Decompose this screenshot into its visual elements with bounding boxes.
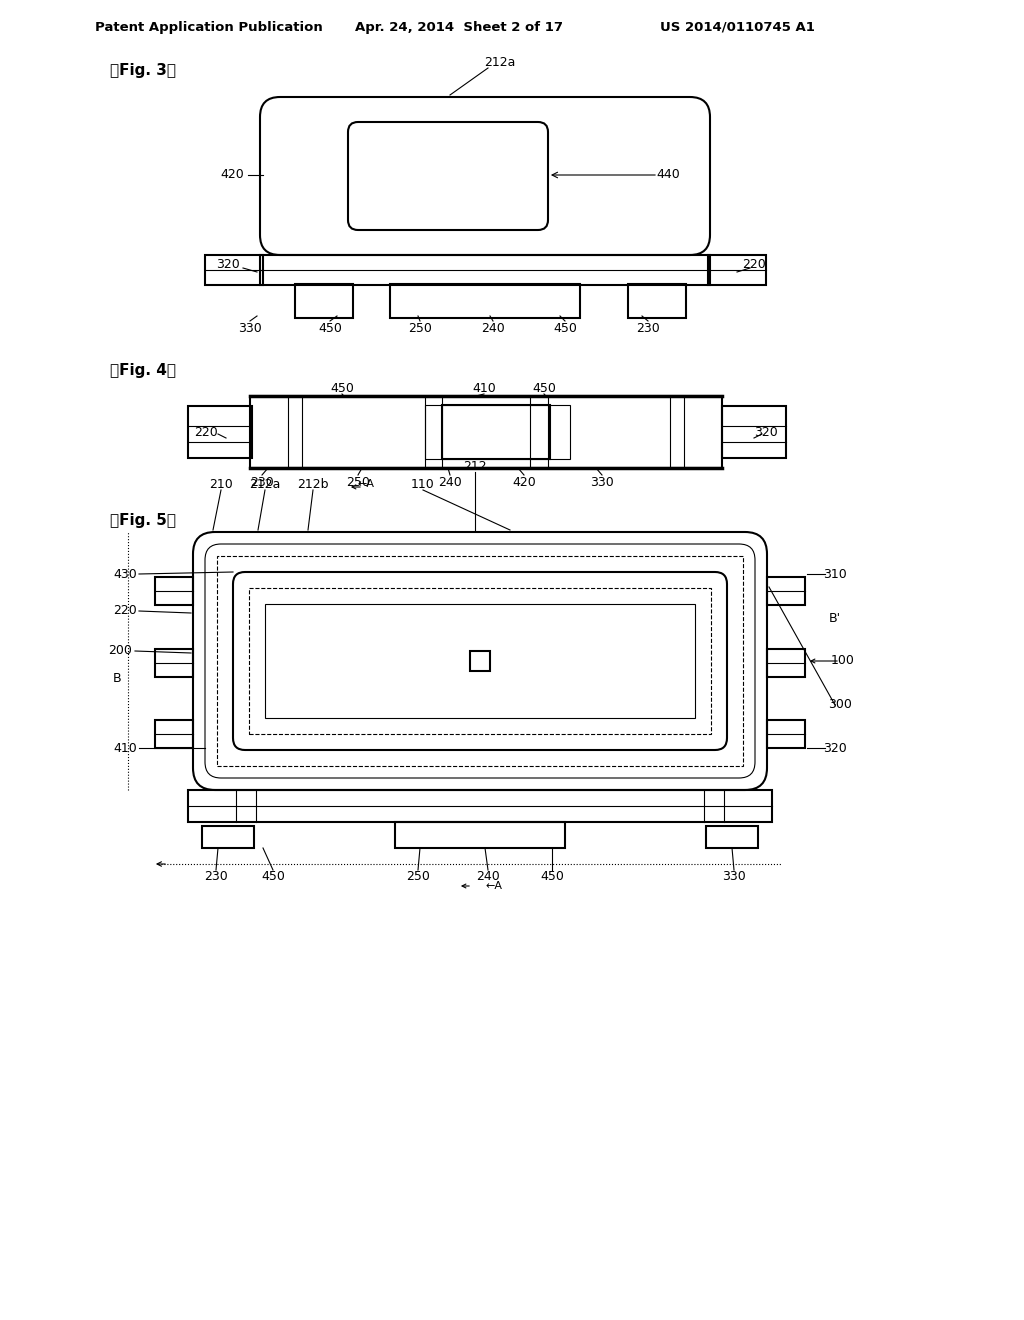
- Bar: [188, 407, 252, 458]
- Text: 230: 230: [204, 870, 228, 883]
- Text: 300: 300: [828, 698, 852, 711]
- Bar: [250, 396, 722, 469]
- Bar: [205, 255, 263, 285]
- Bar: [155, 719, 193, 748]
- Text: 320: 320: [216, 259, 240, 272]
- Text: 212b: 212b: [297, 478, 329, 491]
- Text: ←A: ←A: [485, 880, 503, 891]
- Text: 330: 330: [590, 475, 613, 488]
- Bar: [265, 605, 695, 718]
- Bar: [390, 284, 580, 318]
- Text: 440: 440: [656, 169, 680, 181]
- Text: 220: 220: [113, 605, 137, 618]
- Text: 240: 240: [438, 475, 462, 488]
- Bar: [767, 719, 805, 748]
- Text: 230: 230: [250, 475, 273, 488]
- Bar: [708, 255, 766, 285]
- Text: 420: 420: [220, 169, 244, 181]
- Text: 【Fig. 5】: 【Fig. 5】: [110, 512, 176, 528]
- Text: 450: 450: [330, 381, 354, 395]
- Bar: [188, 789, 772, 822]
- Text: 212: 212: [463, 459, 486, 473]
- Bar: [249, 587, 711, 734]
- Bar: [722, 407, 786, 458]
- Text: 450: 450: [553, 322, 577, 334]
- Text: 320: 320: [754, 425, 778, 438]
- Text: 450: 450: [318, 322, 342, 334]
- Bar: [202, 826, 254, 847]
- Text: 212a: 212a: [484, 55, 516, 69]
- Text: 200: 200: [109, 644, 132, 657]
- Text: 220: 220: [195, 425, 218, 438]
- Text: 250: 250: [407, 870, 430, 883]
- Text: 430: 430: [113, 568, 137, 581]
- Text: 410: 410: [472, 381, 496, 395]
- Text: 230: 230: [636, 322, 659, 334]
- Bar: [767, 649, 805, 677]
- Bar: [470, 651, 490, 671]
- Text: 410: 410: [113, 742, 137, 755]
- Text: 212a: 212a: [249, 478, 281, 491]
- Bar: [706, 826, 758, 847]
- Bar: [425, 405, 570, 459]
- Bar: [767, 577, 805, 605]
- Text: 450: 450: [540, 870, 564, 883]
- Text: 320: 320: [823, 742, 847, 755]
- Bar: [295, 284, 353, 318]
- Text: 210: 210: [209, 478, 232, 491]
- Text: 240: 240: [476, 870, 500, 883]
- Text: 【Fig. 3】: 【Fig. 3】: [110, 62, 176, 78]
- Text: 220: 220: [742, 259, 766, 272]
- Text: 420: 420: [512, 475, 536, 488]
- Bar: [155, 577, 193, 605]
- Text: 450: 450: [532, 381, 556, 395]
- Text: 250: 250: [346, 475, 370, 488]
- Bar: [155, 649, 193, 677]
- Text: ←A: ←A: [357, 479, 375, 488]
- Text: 【Fig. 4】: 【Fig. 4】: [110, 363, 176, 378]
- Text: 110: 110: [411, 478, 435, 491]
- Text: B: B: [113, 672, 121, 685]
- Text: 250: 250: [408, 322, 432, 334]
- Bar: [628, 284, 686, 318]
- Bar: [217, 556, 743, 766]
- Text: Apr. 24, 2014  Sheet 2 of 17: Apr. 24, 2014 Sheet 2 of 17: [355, 21, 563, 33]
- Text: 330: 330: [239, 322, 262, 334]
- Text: 240: 240: [481, 322, 505, 334]
- Text: 450: 450: [261, 870, 285, 883]
- Text: 330: 330: [722, 870, 745, 883]
- Text: Patent Application Publication: Patent Application Publication: [95, 21, 323, 33]
- Bar: [395, 822, 565, 847]
- Text: US 2014/0110745 A1: US 2014/0110745 A1: [660, 21, 815, 33]
- Text: 310: 310: [823, 568, 847, 581]
- Bar: [260, 255, 710, 285]
- Text: 100: 100: [831, 655, 855, 668]
- Bar: [442, 405, 550, 459]
- Text: B': B': [829, 612, 841, 626]
